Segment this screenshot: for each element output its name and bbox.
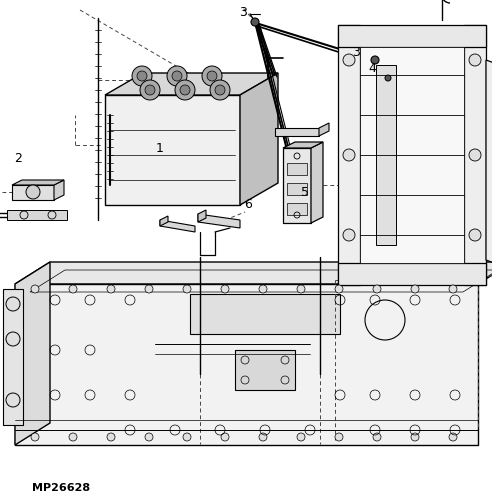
Polygon shape bbox=[283, 148, 311, 223]
Circle shape bbox=[175, 80, 195, 100]
Text: 1: 1 bbox=[156, 142, 164, 154]
Polygon shape bbox=[235, 350, 295, 390]
Polygon shape bbox=[15, 262, 492, 284]
Polygon shape bbox=[360, 47, 464, 263]
Circle shape bbox=[107, 285, 115, 293]
Circle shape bbox=[297, 285, 305, 293]
Circle shape bbox=[251, 18, 259, 26]
Circle shape bbox=[6, 297, 20, 311]
Circle shape bbox=[172, 71, 182, 81]
Circle shape bbox=[449, 285, 457, 293]
Circle shape bbox=[167, 66, 187, 86]
Polygon shape bbox=[54, 180, 64, 200]
Circle shape bbox=[6, 332, 20, 346]
Text: 2: 2 bbox=[14, 152, 22, 164]
Polygon shape bbox=[15, 284, 478, 445]
Polygon shape bbox=[160, 216, 168, 226]
Polygon shape bbox=[311, 142, 323, 223]
Polygon shape bbox=[12, 180, 64, 185]
Circle shape bbox=[145, 85, 155, 95]
Circle shape bbox=[221, 433, 229, 441]
Polygon shape bbox=[190, 294, 340, 334]
Circle shape bbox=[31, 285, 39, 293]
Circle shape bbox=[469, 229, 481, 241]
Polygon shape bbox=[198, 210, 206, 222]
Circle shape bbox=[145, 433, 153, 441]
Circle shape bbox=[411, 433, 419, 441]
Circle shape bbox=[183, 433, 191, 441]
Polygon shape bbox=[338, 263, 486, 285]
Circle shape bbox=[202, 66, 222, 86]
Circle shape bbox=[469, 149, 481, 161]
Polygon shape bbox=[338, 25, 486, 47]
Circle shape bbox=[210, 80, 230, 100]
Text: 3: 3 bbox=[352, 46, 360, 59]
Polygon shape bbox=[275, 128, 319, 136]
Text: 6: 6 bbox=[244, 198, 252, 211]
Text: MP26628: MP26628 bbox=[32, 483, 90, 493]
Text: 3: 3 bbox=[239, 6, 247, 18]
Circle shape bbox=[297, 433, 305, 441]
Circle shape bbox=[343, 149, 355, 161]
Circle shape bbox=[132, 66, 152, 86]
Polygon shape bbox=[486, 60, 492, 280]
Polygon shape bbox=[198, 214, 240, 228]
Circle shape bbox=[137, 71, 147, 81]
Circle shape bbox=[107, 433, 115, 441]
Circle shape bbox=[6, 393, 20, 407]
Polygon shape bbox=[15, 262, 50, 445]
Circle shape bbox=[31, 433, 39, 441]
Polygon shape bbox=[3, 289, 23, 425]
Polygon shape bbox=[12, 185, 54, 200]
Circle shape bbox=[385, 75, 391, 81]
Circle shape bbox=[449, 433, 457, 441]
Polygon shape bbox=[105, 73, 278, 95]
Polygon shape bbox=[338, 25, 360, 285]
Circle shape bbox=[343, 229, 355, 241]
Polygon shape bbox=[376, 65, 396, 245]
Bar bbox=[287, 203, 307, 215]
Bar bbox=[287, 183, 307, 195]
Circle shape bbox=[469, 54, 481, 66]
Circle shape bbox=[180, 85, 190, 95]
Circle shape bbox=[26, 185, 40, 199]
Circle shape bbox=[221, 285, 229, 293]
Polygon shape bbox=[160, 220, 195, 232]
Polygon shape bbox=[240, 73, 278, 205]
Polygon shape bbox=[105, 95, 240, 205]
Polygon shape bbox=[7, 210, 67, 220]
Circle shape bbox=[335, 285, 343, 293]
Polygon shape bbox=[319, 123, 329, 136]
Polygon shape bbox=[283, 142, 323, 148]
Circle shape bbox=[343, 54, 355, 66]
Circle shape bbox=[145, 285, 153, 293]
Circle shape bbox=[411, 285, 419, 293]
Bar bbox=[287, 163, 307, 175]
Circle shape bbox=[259, 433, 267, 441]
Circle shape bbox=[69, 285, 77, 293]
Circle shape bbox=[215, 85, 225, 95]
Circle shape bbox=[69, 433, 77, 441]
Circle shape bbox=[140, 80, 160, 100]
Circle shape bbox=[373, 433, 381, 441]
Text: 5: 5 bbox=[301, 186, 309, 198]
Polygon shape bbox=[464, 25, 486, 285]
Circle shape bbox=[371, 56, 379, 64]
Circle shape bbox=[373, 285, 381, 293]
Text: 4: 4 bbox=[368, 62, 376, 76]
Circle shape bbox=[183, 285, 191, 293]
Circle shape bbox=[335, 433, 343, 441]
Circle shape bbox=[259, 285, 267, 293]
Circle shape bbox=[207, 71, 217, 81]
